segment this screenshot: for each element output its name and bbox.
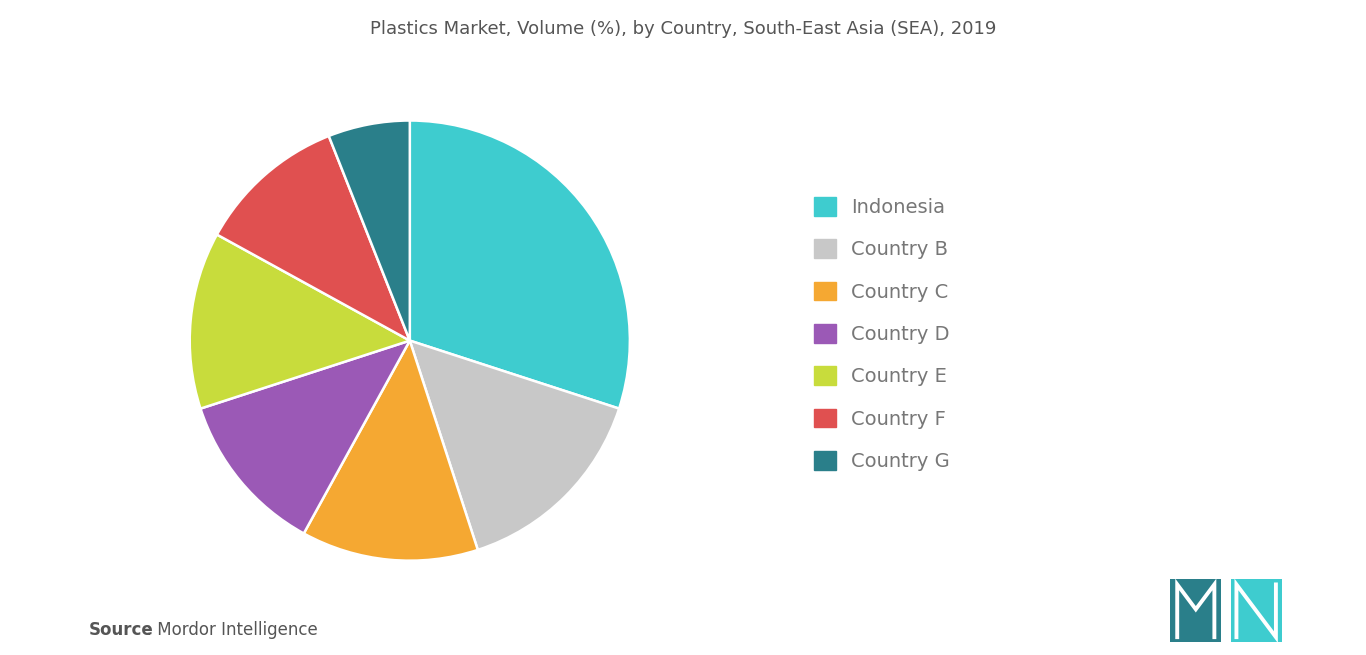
Legend: Indonesia, Country B, Country C, Country D, Country E, Country F, Country G: Indonesia, Country B, Country C, Country…	[805, 187, 960, 481]
FancyBboxPatch shape	[1231, 579, 1281, 643]
Text: : Mordor Intelligence: : Mordor Intelligence	[141, 621, 317, 639]
Wedge shape	[303, 341, 478, 561]
Wedge shape	[410, 341, 619, 550]
Wedge shape	[410, 121, 630, 409]
Wedge shape	[329, 121, 410, 341]
FancyBboxPatch shape	[1171, 579, 1221, 643]
Wedge shape	[201, 341, 410, 533]
Wedge shape	[190, 234, 410, 409]
Text: Plastics Market, Volume (%), by Country, South-East Asia (SEA), 2019: Plastics Market, Volume (%), by Country,…	[370, 20, 996, 37]
Text: Source: Source	[89, 621, 153, 639]
Wedge shape	[217, 136, 410, 341]
